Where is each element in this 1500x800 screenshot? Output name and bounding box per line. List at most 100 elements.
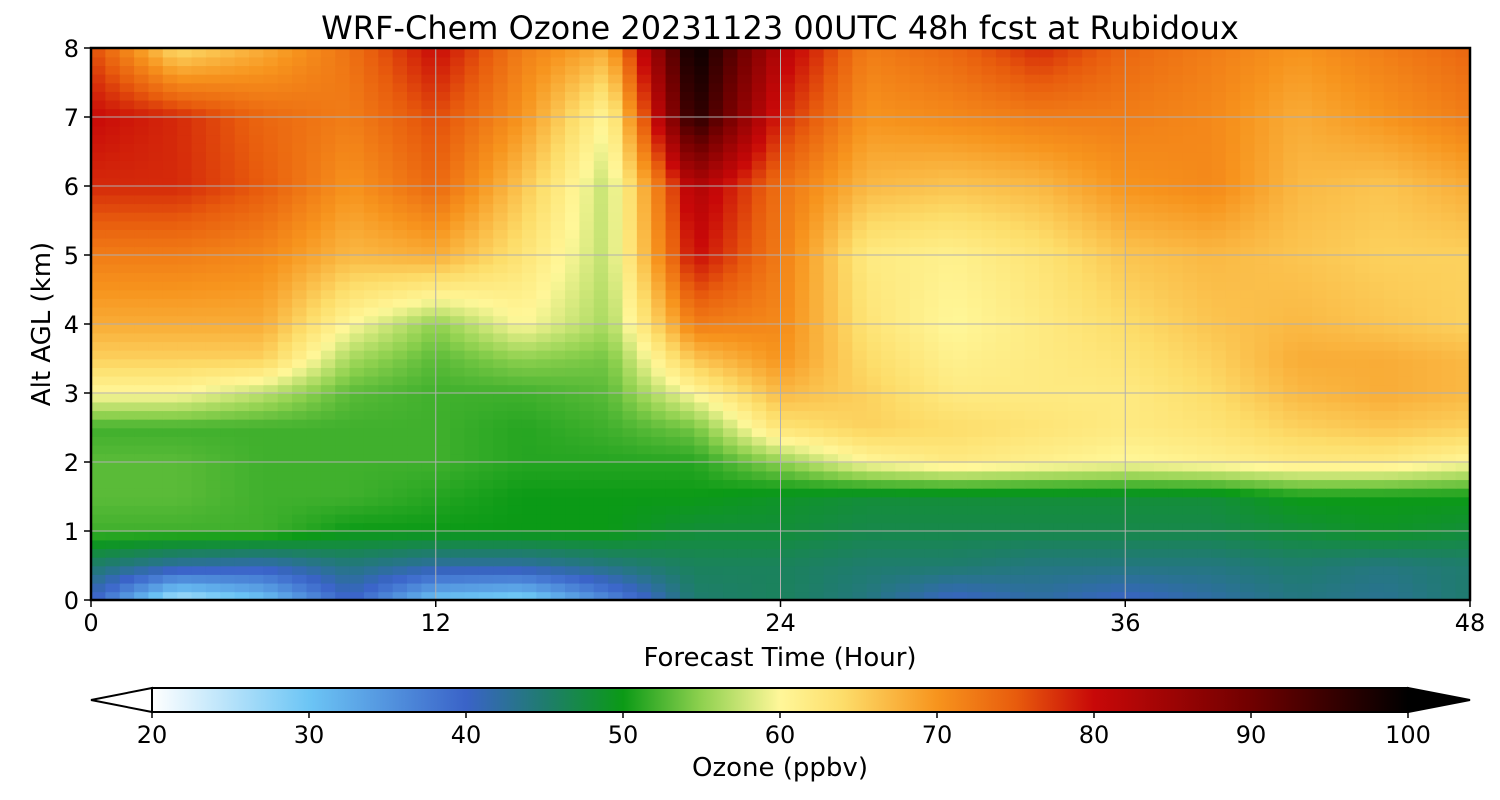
heatmap-cell: [349, 444, 365, 455]
heatmap-cell: [249, 358, 265, 368]
heatmap-cell: [1125, 470, 1141, 481]
heatmap-cell: [593, 565, 609, 575]
heatmap-cell: [349, 462, 365, 472]
heatmap-cell: [1168, 168, 1184, 179]
heatmap-cell: [191, 531, 207, 541]
heatmap-cell: [148, 280, 164, 291]
heatmap-cell: [363, 367, 380, 377]
heatmap-cell: [1067, 306, 1083, 317]
heatmap-cell: [1455, 203, 1470, 213]
heatmap-cell: [407, 556, 423, 567]
heatmap-cell: [708, 237, 724, 248]
heatmap-cell: [1326, 315, 1342, 325]
heatmap-cell: [665, 556, 681, 567]
heatmap-cell: [1268, 332, 1285, 343]
heatmap-cell: [679, 556, 696, 567]
heatmap-cell: [723, 522, 739, 532]
heatmap-cell: [263, 272, 279, 282]
heatmap-cell: [493, 272, 509, 282]
heatmap-cell: [1340, 194, 1356, 205]
heatmap-cell: [1398, 160, 1414, 170]
heatmap-cell: [1197, 151, 1213, 161]
heatmap-cell: [1355, 194, 1371, 205]
heatmap-cell: [263, 505, 279, 515]
heatmap-cell: [995, 462, 1012, 472]
heatmap-cell: [967, 462, 983, 472]
heatmap-cell: [1355, 349, 1371, 360]
heatmap-cell: [306, 211, 322, 222]
heatmap-cell: [1254, 513, 1270, 524]
heatmap-cell: [1254, 280, 1270, 291]
heatmap-cell: [450, 332, 466, 343]
heatmap-cell: [1067, 574, 1083, 584]
heatmap-cell: [766, 444, 782, 455]
heatmap-cell: [622, 522, 638, 532]
heatmap-cell: [1182, 315, 1198, 325]
heatmap-cell: [780, 229, 796, 239]
heatmap-cell: [320, 246, 336, 256]
heatmap-cell: [1412, 186, 1428, 196]
heatmap-cell: [1096, 194, 1112, 205]
heatmap-cell: [91, 255, 107, 265]
heatmap-cell: [1455, 367, 1470, 377]
heatmap-cell: [119, 393, 135, 403]
heatmap-cell: [679, 436, 696, 446]
heatmap-cell: [292, 237, 308, 248]
heatmap-cell: [1053, 203, 1069, 213]
heatmap-cell: [1311, 341, 1328, 351]
heatmap-cell: [708, 418, 724, 429]
heatmap-cell: [751, 393, 767, 403]
heatmap-cell: [507, 565, 523, 575]
heatmap-cell: [220, 358, 236, 368]
heatmap-cell: [981, 220, 997, 230]
heatmap-cell: [1441, 505, 1457, 515]
heatmap-cell: [909, 315, 925, 325]
heatmap-cell: [464, 565, 480, 575]
heatmap-cell: [521, 358, 538, 368]
heatmap-cell: [1383, 341, 1399, 351]
heatmap-cell: [1211, 531, 1227, 541]
heatmap-cell: [335, 229, 351, 239]
heatmap-cell: [363, 160, 380, 170]
heatmap-cell: [105, 263, 121, 274]
heatmap-cell: [751, 591, 767, 600]
heatmap-cell: [1096, 263, 1112, 274]
heatmap-cell: [952, 470, 969, 481]
heatmap-cell: [392, 306, 408, 317]
heatmap-cell: [1426, 453, 1443, 463]
heatmap-cell: [794, 332, 811, 343]
heatmap-cell: [421, 237, 437, 248]
heatmap-cell: [794, 151, 811, 161]
heatmap-cell: [737, 203, 753, 213]
heatmap-cell: [320, 324, 336, 334]
heatmap-cell: [277, 203, 293, 213]
heatmap-cell: [1240, 505, 1256, 515]
heatmap-cell: [335, 168, 351, 179]
heatmap-cell: [608, 436, 624, 446]
heatmap-cell: [636, 332, 653, 343]
heatmap-cell: [1355, 410, 1371, 420]
heatmap-cell: [1355, 168, 1371, 179]
heatmap-cell: [220, 375, 236, 386]
heatmap-cell: [636, 341, 653, 351]
heatmap-cell: [1197, 487, 1213, 498]
heatmap-cell: [234, 462, 250, 472]
heatmap-cell: [363, 539, 380, 550]
heatmap-cell: [1010, 332, 1026, 343]
heatmap-cell: [737, 505, 753, 515]
heatmap-cell: [162, 220, 178, 230]
heatmap-cell: [995, 582, 1012, 593]
heatmap-cell: [651, 263, 667, 274]
heatmap-cell: [263, 203, 279, 213]
heatmap-cell: [234, 315, 250, 325]
heatmap-cell: [952, 410, 969, 420]
heatmap-cell: [263, 341, 279, 351]
heatmap-cell: [1426, 341, 1443, 351]
heatmap-cell: [1240, 591, 1256, 600]
heatmap-cell: [938, 332, 954, 343]
heatmap-cell: [823, 263, 839, 274]
heatmap-cell: [1125, 401, 1141, 412]
heatmap-cell: [995, 375, 1012, 386]
heatmap-cell: [234, 410, 250, 420]
heatmap-cell: [148, 582, 164, 593]
